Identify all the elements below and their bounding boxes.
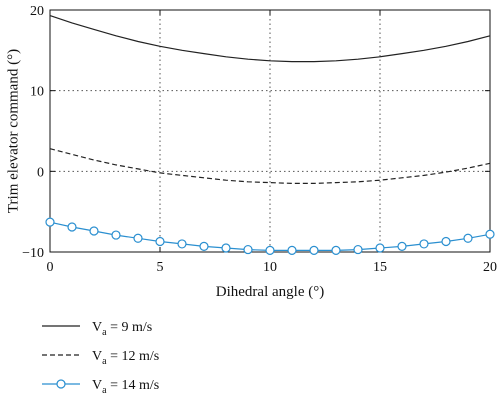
legend-item: Va = 12 m/s	[42, 349, 159, 367]
x-tick-label: 10	[263, 260, 277, 275]
data-point	[309, 245, 319, 255]
data-point	[155, 236, 165, 247]
x-axis-title: Dihedral angle (°)	[216, 284, 324, 300]
series-line	[49, 148, 491, 184]
data-point	[199, 241, 209, 251]
y-tick-label: −10	[22, 246, 44, 261]
legend: Va = 9 m/s Va = 12 m/s Va = 14 m/s	[42, 320, 159, 396]
legend-item: Va = 14 m/s	[42, 378, 159, 396]
legend-label: Va = 9 m/s	[92, 320, 152, 338]
data-point	[111, 230, 121, 240]
y-tick-label: 0	[37, 165, 44, 180]
series-layer	[45, 15, 495, 255]
data-point	[375, 243, 385, 253]
y-axis-title: Trim elevator command (°)	[5, 49, 21, 213]
data-point	[89, 226, 99, 236]
data-point	[353, 244, 363, 255]
legend-marker	[56, 379, 66, 389]
series-1	[49, 15, 491, 63]
series-3	[45, 217, 495, 255]
y-tick-label: 10	[30, 85, 44, 100]
data-point	[397, 241, 407, 251]
series-line	[49, 15, 491, 63]
legend-label: Va = 12 m/s	[92, 349, 159, 367]
data-point	[463, 233, 473, 243]
legend-item: Va = 9 m/s	[42, 320, 152, 338]
data-point	[177, 239, 187, 249]
x-tick-label: 15	[373, 260, 387, 275]
data-point	[265, 245, 275, 255]
grid	[50, 10, 490, 252]
legend-label: Va = 14 m/s	[92, 378, 159, 396]
data-point	[441, 236, 451, 247]
data-point	[243, 244, 253, 255]
data-point	[221, 243, 231, 253]
data-point	[67, 222, 77, 232]
data-point	[45, 217, 55, 227]
data-point	[331, 245, 341, 255]
y-tick-label: 20	[30, 4, 44, 19]
data-point	[133, 233, 143, 243]
series-2	[49, 148, 491, 184]
x-tick-label: 0	[47, 260, 54, 275]
data-point	[287, 245, 297, 255]
x-tick-label: 20	[483, 260, 497, 275]
data-point	[419, 239, 429, 249]
data-point	[485, 229, 495, 239]
x-tick-label: 5	[157, 260, 164, 275]
